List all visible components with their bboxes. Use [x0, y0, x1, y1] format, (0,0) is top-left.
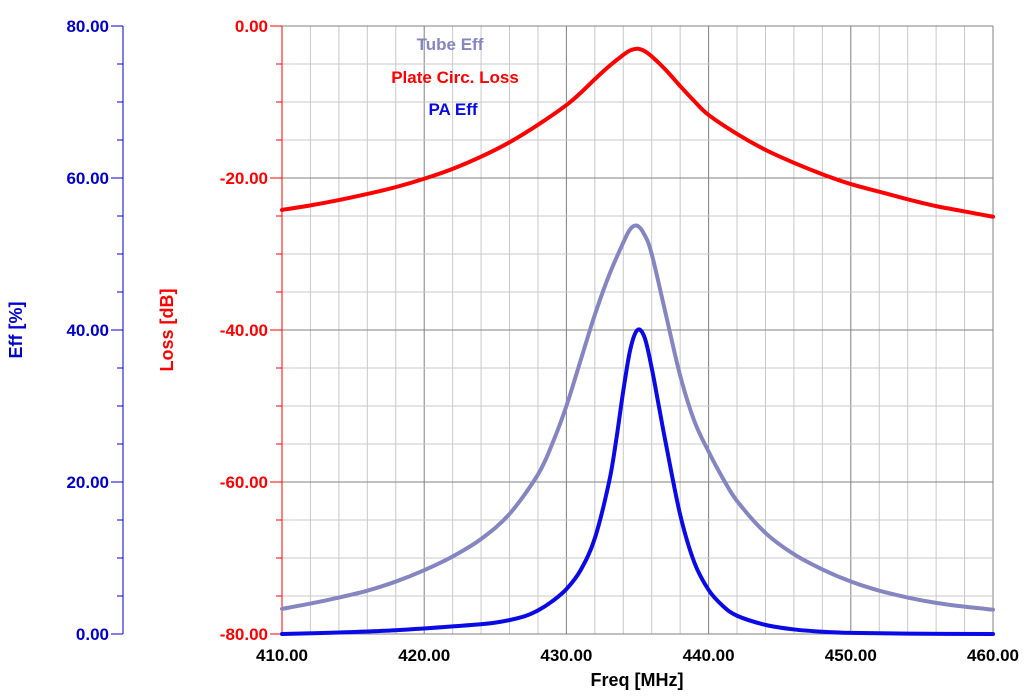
plot-area — [280, 46, 995, 636]
loss-tick-label: 0.00 — [235, 17, 268, 36]
eff-tick-label: 0.00 — [76, 625, 109, 644]
x-tick-label: 450.00 — [825, 646, 877, 665]
eff-tick-label: 60.00 — [66, 169, 109, 188]
x-tick-label: 430.00 — [540, 646, 592, 665]
legend-item-pa-eff: PA Eff — [428, 100, 477, 119]
series-line-tube-eff — [280, 223, 995, 612]
loss-axis: 0.00 -20.00 -40.00 -60.00 -80.00 — [220, 17, 283, 644]
loss-tick-label: -80.00 — [220, 625, 268, 644]
loss-tick-label: -60.00 — [220, 473, 268, 492]
eff-tick-label: 20.00 — [66, 473, 109, 492]
series-line-pa-eff — [280, 327, 995, 636]
series-line-plate-circ-loss — [280, 46, 995, 219]
loss-tick-label: -40.00 — [220, 321, 268, 340]
legend-item-plate-circ-loss: Plate Circ. Loss — [391, 68, 519, 87]
x-axis-title: Freq [MHz] — [591, 670, 684, 690]
x-tick-label: 440.00 — [683, 646, 735, 665]
loss-axis-title: Loss [dB] — [157, 289, 177, 372]
grid-lines — [281, 25, 994, 635]
legend-item-tube-eff: Tube Eff — [417, 35, 484, 54]
eff-axis-title: Eff [%] — [6, 302, 26, 359]
x-tick-label: 420.00 — [398, 646, 450, 665]
legend: Tube Eff Plate Circ. Loss PA Eff — [391, 35, 519, 119]
eff-tick-label: 80.00 — [66, 17, 109, 36]
x-axis: 410.00 420.00 430.00 440.00 450.00 460.00 — [256, 646, 1019, 665]
x-tick-label: 460.00 — [967, 646, 1019, 665]
eff-tick-label: 40.00 — [66, 321, 109, 340]
x-tick-label: 410.00 — [256, 646, 308, 665]
loss-tick-label: -20.00 — [220, 169, 268, 188]
eff-axis: 80.00 60.00 40.00 20.00 0.00 — [66, 17, 124, 644]
